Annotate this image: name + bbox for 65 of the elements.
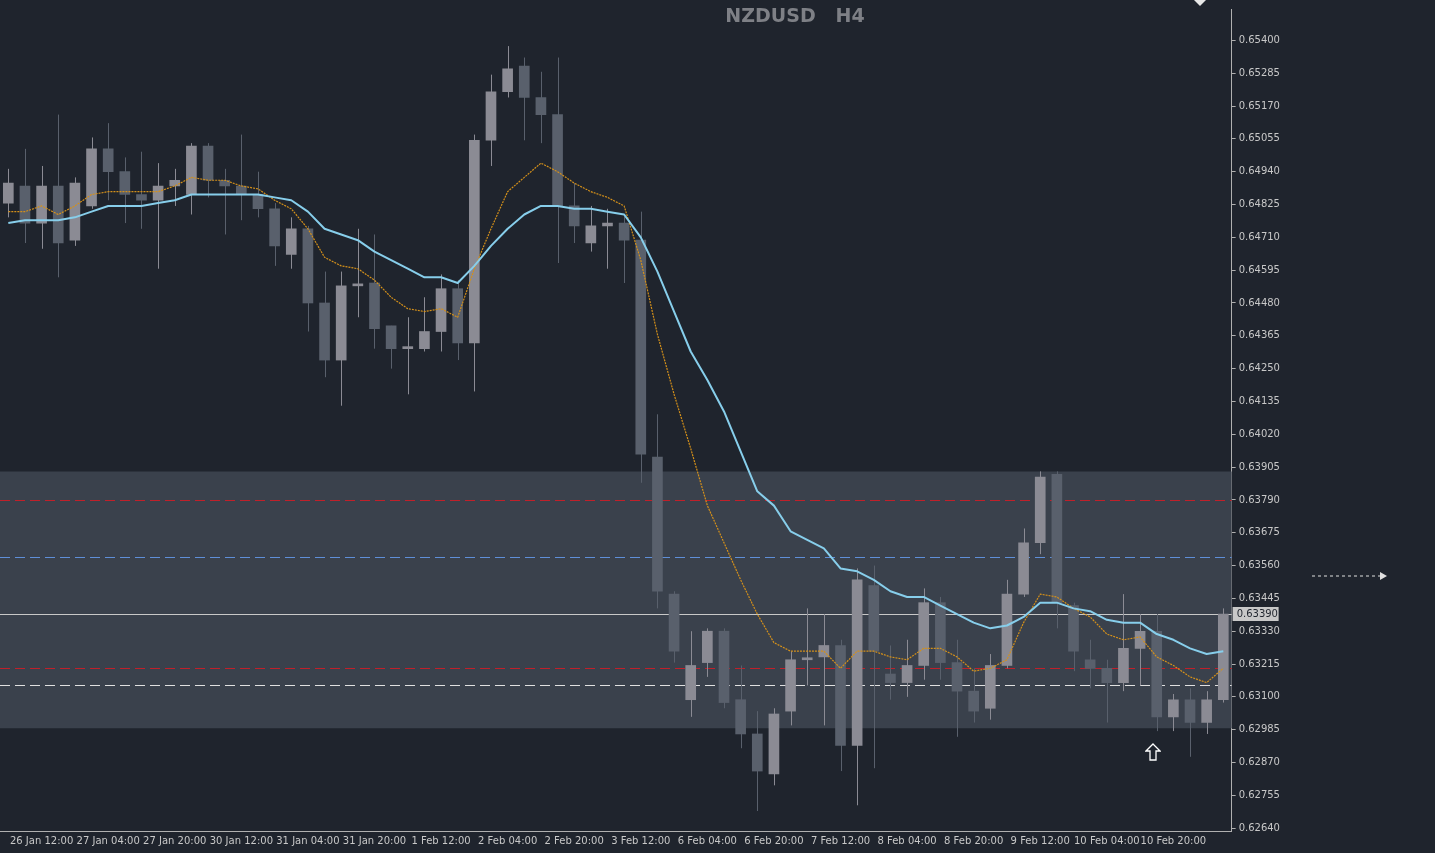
y-tick-label: 0.63445 xyxy=(1238,591,1280,603)
y-tick-label: 0.63560 xyxy=(1238,559,1280,571)
x-tick-label: 3 Feb 12:00 xyxy=(611,834,671,846)
candlestick xyxy=(419,296,430,352)
x-tick-label: 27 Jan 04:00 xyxy=(76,834,140,846)
y-tick-label: 0.64365 xyxy=(1238,329,1280,341)
y-tick-label: 0.64480 xyxy=(1238,296,1280,308)
y-tick-label: 0.63675 xyxy=(1238,526,1280,538)
candlestick xyxy=(1101,659,1113,724)
y-tick-label: 0.64710 xyxy=(1238,230,1280,242)
candlestick xyxy=(102,122,114,201)
x-tick-label: 31 Jan 04:00 xyxy=(276,834,340,846)
y-tick-label: 0.63330 xyxy=(1238,624,1280,636)
candlestick xyxy=(119,156,131,224)
candlestick xyxy=(901,639,913,698)
x-tick-label: 7 Feb 12:00 xyxy=(810,834,871,846)
candlestick xyxy=(618,214,630,284)
candlestick xyxy=(1184,687,1196,758)
y-tick-label: 0.65170 xyxy=(1238,99,1280,111)
y-tick-label: 0.64020 xyxy=(1238,427,1280,439)
y-tick-label: 0.65285 xyxy=(1238,66,1280,78)
x-tick-label: 6 Feb 20:00 xyxy=(744,834,804,846)
y-tick-label: 0.62985 xyxy=(1238,723,1280,735)
candlestick xyxy=(801,607,813,686)
y-tick-label: 0.64595 xyxy=(1238,263,1280,275)
x-tick-label: 9 Feb 12:00 xyxy=(1010,834,1070,846)
x-tick-label: 10 Feb 20:00 xyxy=(1140,834,1207,846)
candlestick xyxy=(535,71,547,144)
y-tick-label: 0.63790 xyxy=(1238,493,1280,505)
candlestick xyxy=(402,316,414,395)
x-tick-label: 6 Feb 04:00 xyxy=(677,834,737,846)
y-tick-label: 0.62640 xyxy=(1238,821,1280,833)
x-tick-label: 31 Jan 20:00 xyxy=(342,834,407,846)
chart-title: NZDUSD H4 xyxy=(724,4,866,26)
x-tick-label: 2 Feb 20:00 xyxy=(544,834,604,846)
candlestick xyxy=(1168,693,1179,732)
x-tick-label: 1 Feb 12:00 xyxy=(411,834,471,846)
candlestick xyxy=(885,644,896,701)
y-tick-label: 0.64825 xyxy=(1238,198,1280,210)
x-tick-label: 2 Feb 04:00 xyxy=(478,834,538,846)
candlestick xyxy=(136,151,147,230)
candlestick xyxy=(502,45,513,98)
candlestick xyxy=(568,182,580,244)
y-tick-label: 0.62870 xyxy=(1238,756,1280,768)
x-tick-label: 8 Feb 04:00 xyxy=(877,834,937,846)
x-tick-label: 8 Feb 20:00 xyxy=(944,834,1004,846)
x-tick-label: 26 Jan 12:00 xyxy=(9,834,74,846)
y-tick-label: 0.63905 xyxy=(1238,460,1280,472)
candlestick xyxy=(2,168,14,218)
y-tick-label: 0.64250 xyxy=(1238,362,1280,374)
y-tick-label: 0.65400 xyxy=(1238,33,1280,45)
x-tick-label: 27 Jan 20:00 xyxy=(143,834,207,846)
candlestick xyxy=(1201,690,1212,735)
x-tick-label: 30 Jan 12:00 xyxy=(209,834,273,846)
y-tick-label: 0.64940 xyxy=(1238,165,1280,177)
candlestick xyxy=(1084,639,1096,689)
y-tick-label: 0.65055 xyxy=(1238,132,1280,144)
candlestick xyxy=(385,325,397,370)
y-tick-label: 0.62755 xyxy=(1238,788,1280,800)
ref-line-label: 0.63390 xyxy=(1236,607,1278,619)
y-tick-label: 0.64135 xyxy=(1238,395,1280,407)
y-tick-label: 0.63100 xyxy=(1238,690,1280,702)
candlestick xyxy=(968,667,979,724)
y-tick-label: 0.63215 xyxy=(1238,657,1280,669)
x-tick-label: 10 Feb 04:00 xyxy=(1074,834,1140,846)
